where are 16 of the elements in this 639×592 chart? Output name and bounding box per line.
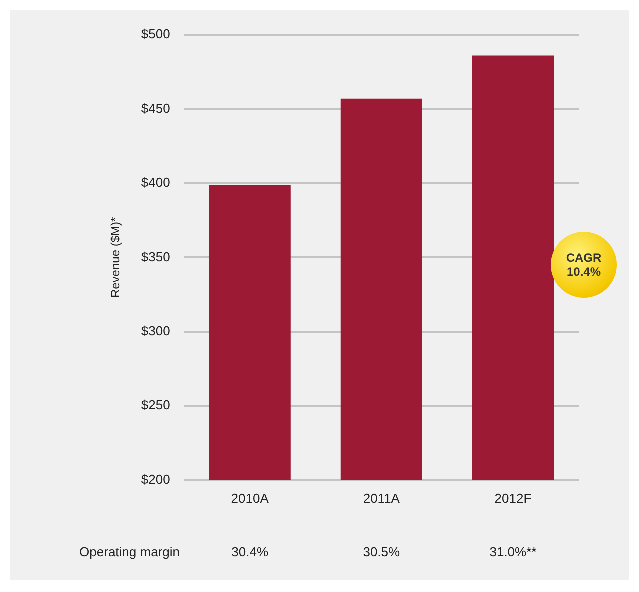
y-tick-label: $450 (141, 100, 170, 116)
x-tick-label: 2012F (494, 490, 532, 506)
text: 30.4% (232, 544, 269, 560)
annotation: CAGR 10.4% (565, 251, 603, 279)
y-tick-label: $250 (141, 398, 170, 413)
text: 31.0%** (490, 544, 537, 560)
y-tick-label: $350 (141, 249, 170, 264)
text: 30.5% (363, 544, 401, 560)
y-tick-label: $300 (141, 324, 170, 339)
text: Operating margin (80, 544, 180, 560)
y-tick-label: $500 (141, 26, 170, 42)
y-tick-label: $400 (141, 175, 170, 190)
y-tick-label: $200 (141, 472, 170, 487)
x-tick-label: 2011A (363, 490, 400, 506)
x-tick-label: 2010A (231, 490, 270, 506)
y-axis-title: Revenue ($M)* (108, 217, 123, 298)
